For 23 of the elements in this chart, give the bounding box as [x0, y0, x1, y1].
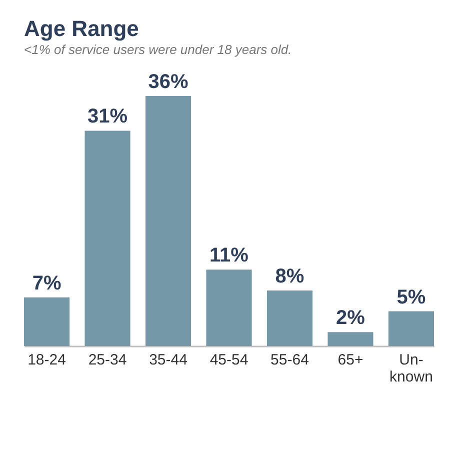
bar	[328, 332, 374, 346]
bar	[206, 270, 252, 346]
x-tick-label: 45-54	[210, 352, 248, 368]
data-label: 31%	[88, 106, 128, 128]
data-label: 5%	[396, 286, 426, 308]
data-label: 2%	[336, 307, 366, 330]
bar	[266, 290, 313, 346]
data-label: 7%	[32, 272, 62, 294]
bar	[145, 96, 192, 346]
bar	[24, 297, 70, 346]
data-label: 36%	[148, 71, 188, 93]
x-tick-label: 65+	[338, 352, 364, 368]
x-tick-label: Un- known	[390, 352, 433, 386]
x-tick-label: 35-44	[149, 352, 188, 368]
x-tick-label: 25-34	[88, 352, 127, 368]
data-label: 11%	[210, 244, 249, 267]
x-tick-label: 55-64	[270, 352, 309, 368]
x-tick-label: 18-24	[28, 352, 66, 368]
chart-title: Age Range	[24, 16, 139, 41]
chart-subtitle: <1% of service users were under 18 years old.	[24, 42, 292, 57]
bar	[388, 311, 434, 346]
bar	[84, 130, 130, 346]
data-label: 8%	[275, 265, 304, 288]
